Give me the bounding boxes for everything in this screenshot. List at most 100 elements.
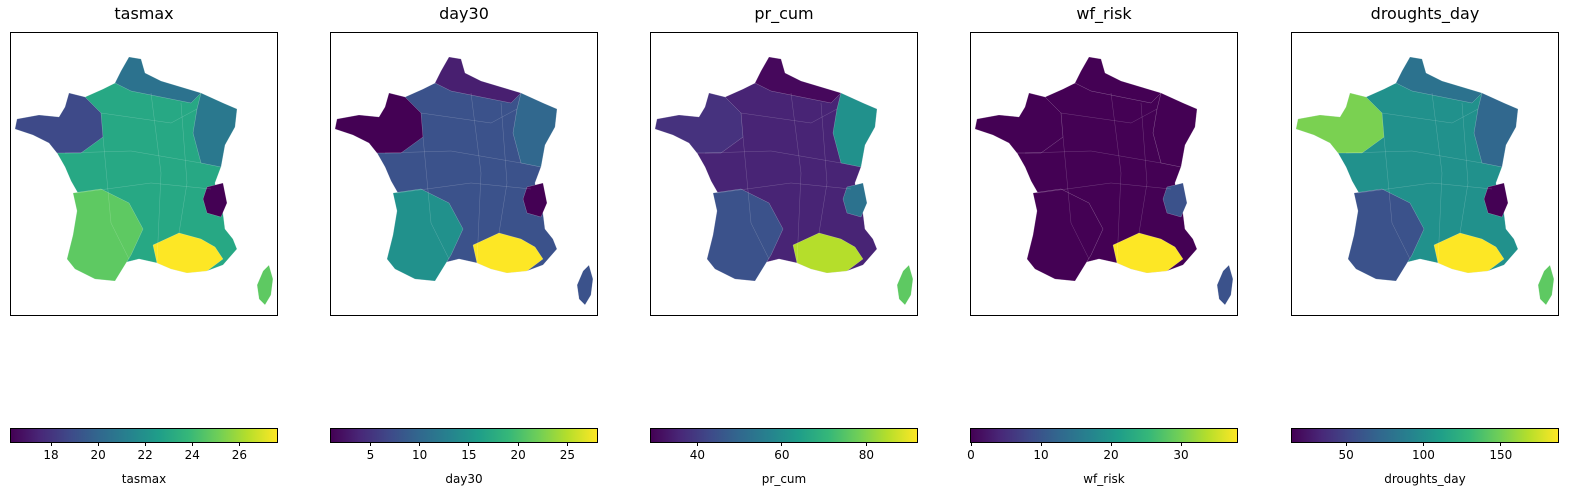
corsica [1216, 264, 1234, 306]
region-north [1395, 56, 1483, 104]
department-border [1431, 92, 1443, 264]
colorbar-tick-label: 40 [677, 442, 717, 461]
colorbar-label: wf_risk [1083, 472, 1125, 486]
region-southwest [706, 188, 784, 282]
region-alps [202, 182, 228, 218]
region-southwest [1347, 188, 1425, 282]
colorbar-label: droughts_day [1384, 472, 1466, 486]
department-border [1138, 102, 1148, 234]
department-border [1381, 108, 1479, 124]
map-area [1291, 32, 1559, 316]
map-panel-pr_cum: pr_cum 40 60 80 pr_cum [650, 0, 920, 497]
map-panel-day30: day30 5 10 15 20 25 day30 [330, 0, 600, 497]
map-area [650, 32, 918, 316]
colorbar-tick-label: 24 [172, 442, 212, 461]
corsica [576, 264, 594, 306]
region-alps [1483, 182, 1509, 218]
region-south [472, 232, 544, 274]
corsica [256, 264, 274, 306]
colorbar-tick-label: 0 [951, 442, 991, 461]
region-north [114, 56, 202, 104]
colorbar-tick-label: 5 [350, 442, 390, 461]
map-area [330, 32, 598, 316]
region-south [792, 232, 864, 274]
colorbar-tick-label: 10 [1021, 442, 1061, 461]
map-area [10, 32, 278, 316]
france-choropleth [654, 56, 914, 306]
corsica [1537, 264, 1555, 306]
department-border [178, 102, 188, 234]
region-south [1433, 232, 1505, 274]
panel-title: pr_cum [754, 4, 814, 23]
department-border [1110, 92, 1122, 264]
panel-title: wf_risk [1076, 4, 1132, 23]
department-border [742, 136, 770, 260]
colorbar-label: pr_cum [761, 472, 807, 486]
colorbar-tick-label: 10 [400, 442, 440, 461]
department-border [1062, 136, 1090, 260]
department-border [790, 92, 802, 264]
region-north [1074, 56, 1162, 104]
region-south [1112, 232, 1184, 274]
department-border [740, 108, 838, 124]
department-border [76, 182, 212, 194]
panel-title: day30 [439, 4, 489, 23]
colorbar-tick-label: 30 [1161, 442, 1201, 461]
region-east [512, 92, 558, 168]
france-choropleth [1295, 56, 1555, 306]
department-border [1036, 182, 1172, 194]
france-choropleth [974, 56, 1234, 306]
department-border [1345, 150, 1483, 164]
region-alps [842, 182, 868, 218]
colorbar-tick-label: 20 [498, 442, 538, 461]
france-choropleth [14, 56, 274, 306]
colorbar-tick-label: 20 [1091, 442, 1131, 461]
colorbar-tick-label: 150 [1481, 442, 1521, 461]
region-southwest [66, 188, 144, 282]
department-border [102, 136, 130, 260]
colorbar-ticks: 50 100 150 [1291, 442, 1559, 462]
department-border [704, 150, 842, 164]
department-border [1383, 136, 1411, 260]
colorbar-tick-label: 15 [449, 442, 489, 461]
department-border [384, 150, 522, 164]
region-southwest [1026, 188, 1104, 282]
department-border [1060, 108, 1158, 124]
department-border [420, 108, 518, 124]
colorbar-tick-label: 20 [78, 442, 118, 461]
colorbar-label: tasmax [121, 472, 167, 486]
region-west [1295, 92, 1385, 154]
department-border [1024, 150, 1162, 164]
department-border [396, 182, 532, 194]
map-panel-wf_risk: wf_risk 0 10 20 30 wf_risk [967, 0, 1240, 497]
colorbar-label: day30 [445, 472, 483, 486]
map-panel-tasmax: tasmax 18 20 22 24 26 tasmax [10, 0, 280, 497]
colorbar-tick-label: 80 [846, 442, 886, 461]
colorbar-tick-label: 25 [547, 442, 587, 461]
region-south [152, 232, 224, 274]
region-north [434, 56, 522, 104]
panel-title: droughts_day [1370, 4, 1480, 23]
colorbar-tick-label: 50 [1326, 442, 1366, 461]
colorbar-ticks: 40 60 80 [650, 442, 918, 462]
colorbar-ticks: 0 10 20 30 [967, 442, 1238, 462]
france-choropleth [334, 56, 594, 306]
colorbar [330, 428, 598, 443]
colorbar-tick-label: 26 [219, 442, 259, 461]
colorbar-tick-label: 18 [31, 442, 71, 461]
colorbar-tick-label: 60 [762, 442, 802, 461]
department-border [498, 102, 508, 234]
department-border [64, 150, 202, 164]
colorbar [650, 428, 918, 443]
region-alps [1162, 182, 1188, 218]
panel-title: tasmax [114, 4, 174, 23]
colorbar [970, 428, 1238, 443]
map-area [970, 32, 1238, 316]
region-west [334, 92, 424, 154]
region-north [754, 56, 842, 104]
region-west [654, 92, 744, 154]
colorbar [10, 428, 278, 443]
department-border [716, 182, 852, 194]
region-east [1152, 92, 1198, 168]
colorbar [1291, 428, 1559, 443]
